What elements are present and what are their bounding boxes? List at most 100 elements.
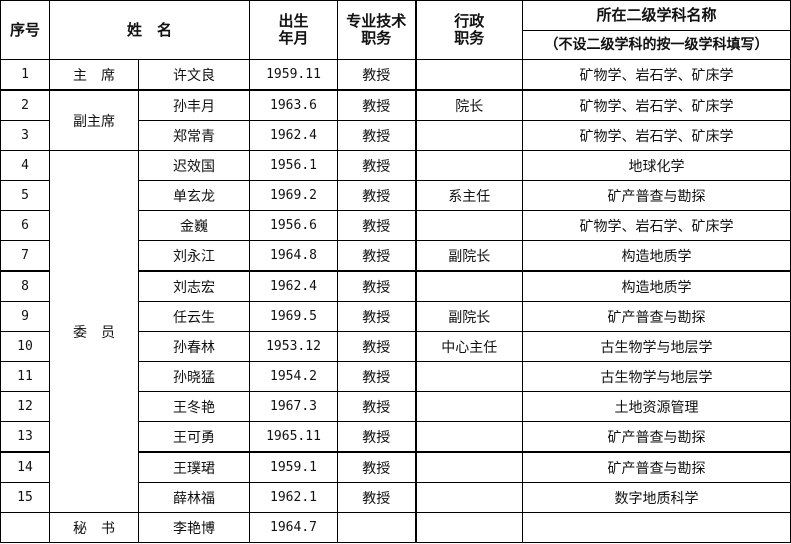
birth-cell: 1959.11: [249, 59, 339, 91]
subject-cell: 地球化学: [522, 150, 791, 181]
subject-cell: 矿物学、岩石学、矿床学: [522, 89, 791, 121]
title-cell: 教授: [337, 482, 417, 513]
seq-cell: 4: [0, 150, 50, 181]
admin-cell: 系主任: [414, 180, 524, 211]
subject-cell: 矿产普查与勘探: [522, 301, 791, 332]
birth-cell: 1963.6: [249, 89, 339, 121]
seq-cell: 10: [0, 331, 50, 362]
admin-cell: [414, 210, 524, 241]
seq-cell: 2: [0, 89, 50, 121]
role-cell: 主 席: [49, 59, 139, 91]
name-cell: 孙春林: [137, 331, 251, 362]
admin-cell: [414, 59, 524, 91]
name-cell: 王璞珺: [137, 451, 251, 483]
subject-cell: 矿产普查与勘探: [522, 180, 791, 211]
title-cell: 教授: [337, 180, 417, 211]
seq-cell: 6: [0, 210, 50, 241]
seq-cell: 14: [0, 451, 50, 483]
table-row: 14 王璞珺 1959.1 教授 矿产普查与勘探: [0, 451, 791, 483]
name-cell: 李艳博: [137, 512, 251, 543]
title-cell: 教授: [337, 270, 417, 302]
title-cell: 教授: [337, 210, 417, 241]
header-seq: 序号: [0, 0, 50, 60]
birth-cell: 1962.1: [249, 482, 339, 513]
table-row: 13 王可勇 1965.11 教授 矿产普查与勘探: [0, 421, 791, 453]
role-cell: 秘 书: [49, 512, 139, 543]
name-cell: 王冬艳: [137, 391, 251, 422]
admin-cell: [414, 451, 524, 483]
name-cell: 迟效国: [137, 150, 251, 181]
subject-cell: 构造地质学: [522, 240, 791, 272]
admin-cell: [414, 150, 524, 181]
role-cell: 副主席: [49, 89, 139, 151]
header-subject-note: （不设二级学科的按一级学科填写）: [522, 30, 791, 60]
birth-cell: 1967.3: [249, 391, 339, 422]
subject-cell: 矿物学、岩石学、矿床学: [522, 210, 791, 241]
seq-cell: 5: [0, 180, 50, 211]
subject-cell: 构造地质学: [522, 270, 791, 302]
table-row: 12 王冬艳 1967.3 教授 土地资源管理: [0, 391, 791, 422]
table-row: 9 任云生 1969.5 教授 副院长 矿产普查与勘探: [0, 301, 791, 332]
name-cell: 郑常青: [137, 120, 251, 151]
name-cell: 薛林福: [137, 482, 251, 513]
name-cell: 孙丰月: [137, 89, 251, 121]
name-cell: 金巍: [137, 210, 251, 241]
table-row: 秘 书李艳博 1964.7: [0, 512, 791, 543]
admin-cell: 副院长: [414, 240, 524, 272]
admin-cell: [414, 512, 524, 543]
seq-cell: 13: [0, 421, 50, 453]
subject-cell: 矿物学、岩石学、矿床学: [522, 120, 791, 151]
birth-cell: 1964.7: [249, 512, 339, 543]
subject-cell: 土地资源管理: [522, 391, 791, 422]
birth-cell: 1956.6: [249, 210, 339, 241]
name-cell: 王可勇: [137, 421, 251, 453]
admin-cell: 中心主任: [414, 331, 524, 362]
birth-cell: 1962.4: [249, 120, 339, 151]
title-cell: 教授: [337, 421, 417, 453]
birth-cell: 1965.11: [249, 421, 339, 453]
subject-cell: 矿产普查与勘探: [522, 451, 791, 483]
header-birth: 出生 年月: [249, 0, 339, 60]
subject-cell: 矿物学、岩石学、矿床学: [522, 59, 791, 91]
title-cell: 教授: [337, 361, 417, 392]
seq-cell: 7: [0, 240, 50, 272]
admin-cell: [414, 361, 524, 392]
subject-cell: 矿产普查与勘探: [522, 421, 791, 453]
table-row: 5 单玄龙 1969.2 教授 系主任 矿产普查与勘探: [0, 180, 791, 211]
title-cell: 教授: [337, 451, 417, 483]
title-cell: 教授: [337, 301, 417, 332]
seq-cell: 15: [0, 482, 50, 513]
table-row: 2 副主席 孙丰月 1963.6 教授 院长 矿物学、岩石学、矿床学: [0, 89, 791, 151]
title-cell: 教授: [337, 391, 417, 422]
name-cell: 刘永江: [137, 240, 251, 272]
subject-cell: [522, 512, 791, 543]
title-cell: 教授: [337, 120, 417, 151]
subject-cell: 数字地质科学: [522, 482, 791, 513]
title-cell: 教授: [337, 150, 417, 181]
subject-cell: 古生物学与地层学: [522, 361, 791, 392]
title-cell: 教授: [337, 331, 417, 362]
name-cell: 任云生: [137, 301, 251, 332]
birth-cell: 1954.2: [249, 361, 339, 392]
birth-cell: 1969.2: [249, 180, 339, 211]
name-cell: 孙晓猛: [137, 361, 251, 392]
seq-cell: 8: [0, 270, 50, 302]
seq-cell: 12: [0, 391, 50, 422]
table-row: 7 刘永江 1964.8 教授 副院长 构造地质学: [0, 240, 791, 272]
admin-cell: [414, 120, 524, 151]
table-row: 3 郑常青 1962.4 教授 矿物学、岩石学、矿床学: [0, 120, 791, 151]
admin-cell: [414, 391, 524, 422]
birth-cell: 1959.1: [249, 451, 339, 483]
seq-cell: 9: [0, 301, 50, 332]
admin-cell: [414, 482, 524, 513]
birth-cell: 1964.8: [249, 240, 339, 272]
birth-cell: 1962.4: [249, 270, 339, 302]
header-name: 姓 名: [48, 0, 251, 60]
title-cell: 教授: [337, 89, 417, 121]
seq-cell: 11: [0, 361, 50, 392]
birth-cell: 1956.1: [249, 150, 339, 181]
admin-cell: [414, 421, 524, 453]
